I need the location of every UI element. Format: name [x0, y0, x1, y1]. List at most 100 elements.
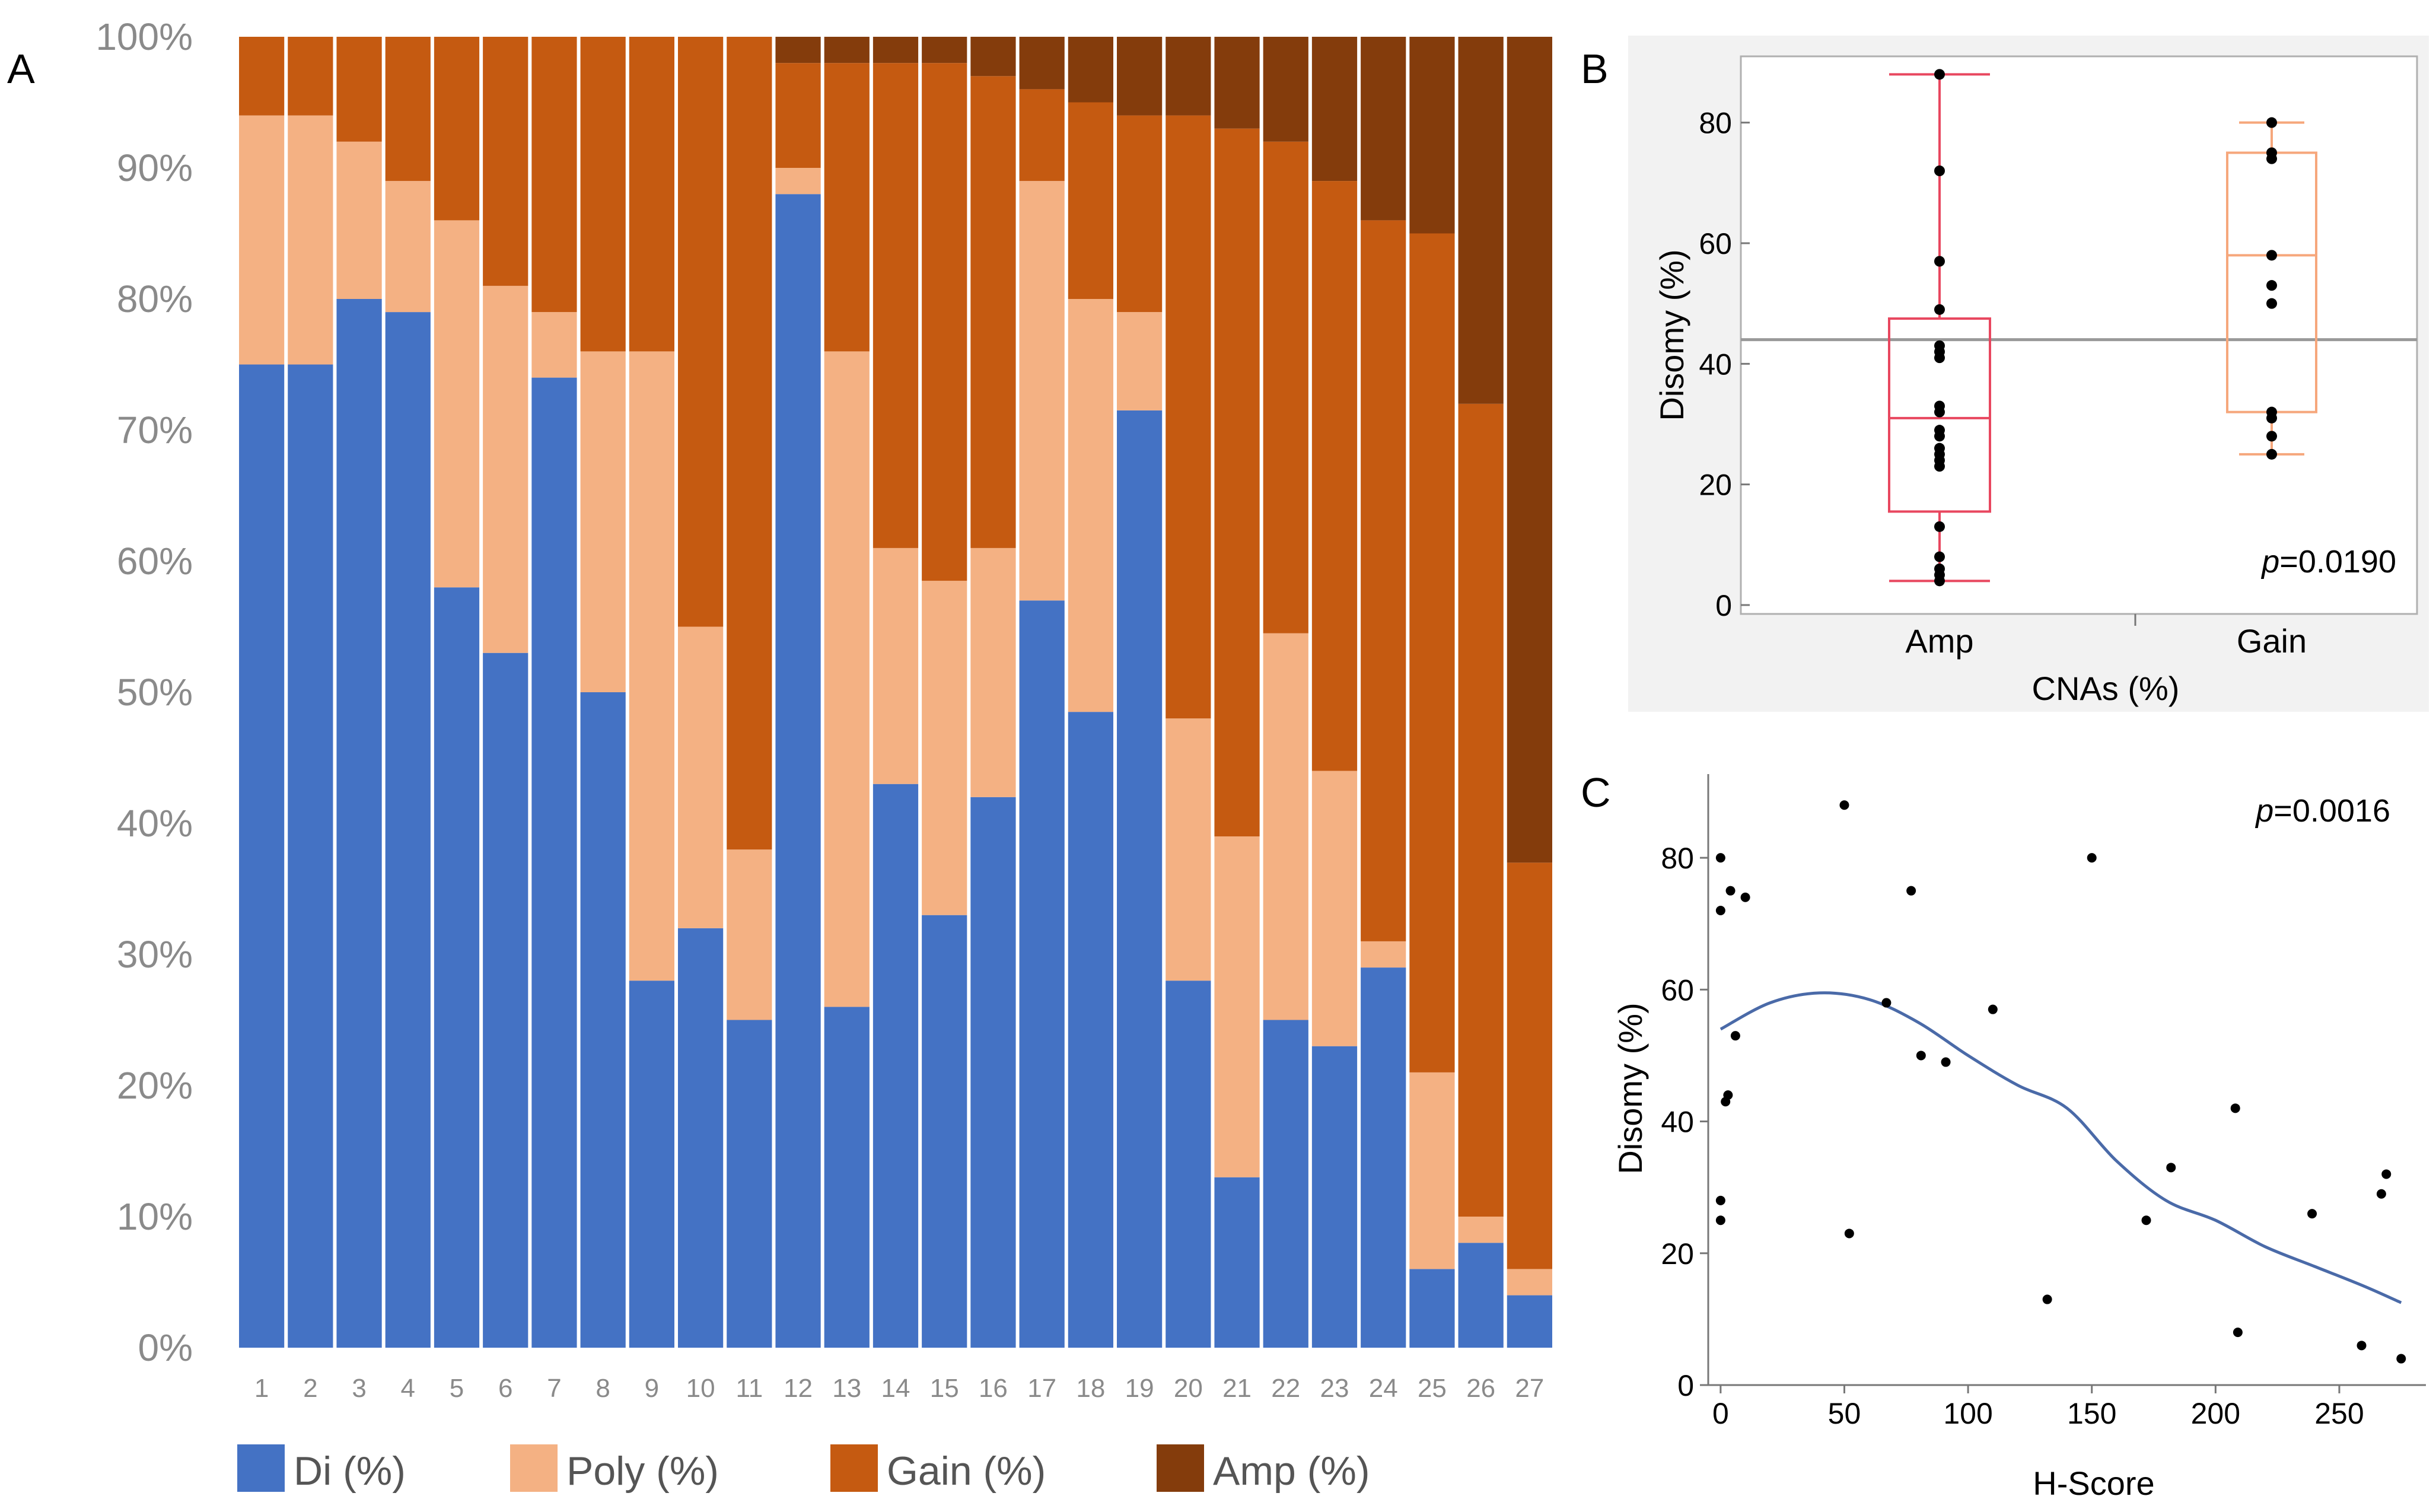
panel-c-x-tick-label: 50: [1828, 1397, 1861, 1430]
panel-c-x-tick-label: 100: [1943, 1397, 1992, 1430]
panel-c-point: [2230, 1103, 2240, 1113]
panel-c-point: [2381, 1169, 2392, 1179]
panel-b-y-tick-label: 20: [1699, 469, 1732, 502]
bar-amp-15: [922, 37, 967, 63]
panel-c-y-tick-label: 40: [1661, 1106, 1694, 1139]
bar-di-3: [336, 299, 382, 1348]
bar-poly-22: [1263, 633, 1308, 1020]
bar-di-18: [1068, 712, 1113, 1348]
bar-poly-24: [1361, 941, 1406, 968]
bar-di-21: [1214, 1177, 1260, 1348]
panel-a-x-tick-label: 19: [1125, 1374, 1154, 1403]
panel-c-point: [2396, 1354, 2406, 1364]
panel-c-x-ticks: 0 50 100 150 200 250: [1712, 1385, 2364, 1430]
legend-label-amp: Amp (%): [1213, 1449, 1370, 1494]
bar-amp-19: [1117, 37, 1163, 116]
bar-gain-23: [1311, 181, 1358, 771]
panel-c-y-tick-label: 0: [1677, 1369, 1694, 1402]
panel-c-point: [2087, 853, 2097, 863]
bar-gain-2: [288, 37, 333, 116]
panel-c-point: [1715, 853, 1725, 863]
box-gain-point: [2266, 250, 2277, 261]
panel-c-y-tick-label: 80: [1661, 842, 1694, 875]
panel-c-p-number: =0.0016: [2273, 793, 2390, 829]
panel-b-p-value: p=0.0190: [2260, 544, 2396, 580]
panel-a-y-tick-label: 50%: [117, 671, 193, 714]
panel-a-x-tick-label: 11: [735, 1374, 763, 1403]
panel-a-x-tick-label: 5: [450, 1374, 464, 1403]
panel-c-point: [2376, 1189, 2386, 1199]
bar-di-6: [483, 652, 528, 1348]
bar-poly-5: [434, 220, 480, 588]
box-gain-point: [2266, 298, 2277, 309]
panel-c-x-tick-label: 150: [2067, 1397, 2116, 1430]
legend-label-di: Di (%): [294, 1449, 406, 1494]
panel-a-x-tick-label: 20: [1174, 1374, 1203, 1403]
bar-gain-7: [531, 37, 577, 313]
box-amp-point: [1934, 304, 1945, 315]
box-amp-point: [1934, 340, 1945, 351]
panel-a-x-tick-label: 26: [1466, 1374, 1495, 1403]
bar-di-17: [1019, 600, 1065, 1348]
bar-poly-13: [824, 351, 870, 1007]
bar-gain-19: [1117, 115, 1163, 313]
box-amp-point: [1934, 165, 1945, 176]
panel-b-y-ticks: 0 20 40 60 80: [1699, 107, 1750, 622]
panel-c-x-tick-label: 0: [1712, 1397, 1729, 1430]
panel-c-point: [2233, 1328, 2243, 1338]
panel-a-x-tick-label: 6: [498, 1374, 512, 1403]
bar-di-8: [580, 692, 626, 1348]
panel-c-point: [2357, 1341, 2367, 1351]
panel-a-x-tick-label: 17: [1027, 1374, 1056, 1403]
panel-a-y-tick-label: 70%: [117, 409, 193, 451]
box-amp-point: [1934, 400, 1945, 412]
bar-di-15: [922, 915, 967, 1348]
panel-c-point: [1730, 1031, 1740, 1041]
bar-poly-14: [872, 547, 919, 784]
panel-a-y-tick-label: 0%: [138, 1326, 193, 1369]
panel-a-x-tick-label: 13: [832, 1374, 861, 1403]
bar-di-13: [824, 1007, 870, 1348]
panel-a-x-tick-label: 2: [303, 1374, 317, 1403]
bar-poly-17: [1019, 181, 1065, 601]
panel-a-x-tick-label: 12: [784, 1374, 813, 1403]
panel-c-point: [1839, 800, 1849, 810]
panel-c-y-ticks: 0 20 40 60 80: [1661, 842, 1708, 1402]
panel-c-scatter-plot: C 0 20 40 60 80 0 50 100 150 200 250 H-Score Diso…: [1581, 769, 2426, 1502]
bar-di-7: [531, 377, 577, 1348]
panel-a-x-tick-label: 9: [645, 1374, 659, 1403]
panel-a-label: A: [7, 46, 35, 92]
bar-poly-7: [531, 312, 577, 378]
bar-gain-20: [1166, 115, 1211, 719]
panel-c-point: [1715, 1195, 1725, 1205]
panel-c-point: [2141, 1215, 2151, 1225]
bar-di-24: [1361, 967, 1406, 1348]
panel-c-smooth-curve-group: [1719, 991, 2402, 1304]
box-gain-point: [2266, 280, 2277, 291]
panel-a-y-tick-label: 80%: [117, 278, 193, 320]
bar-poly-4: [385, 181, 431, 313]
panel-a-x-tick-label: 22: [1271, 1374, 1300, 1403]
bar-gain-4: [385, 37, 431, 182]
bar-gain-26: [1458, 403, 1504, 1217]
bar-gain-27: [1507, 862, 1552, 1269]
panel-c-point: [2307, 1209, 2317, 1219]
bar-di-9: [629, 981, 674, 1348]
panel-c-point: [1844, 1228, 1854, 1239]
panel-c-p-symbol: p: [2255, 793, 2273, 829]
panel-a-x-tick-label: 25: [1418, 1374, 1447, 1403]
bar-di-5: [434, 587, 480, 1348]
panel-b-y-tick-label: 0: [1715, 589, 1732, 622]
panel-a-x-tick-label: 10: [686, 1374, 715, 1403]
bar-poly-3: [336, 141, 382, 300]
bar-gain-13: [824, 63, 870, 352]
panel-b-y-tick-label: 80: [1699, 107, 1732, 140]
panel-b-p-number: =0.0190: [2279, 544, 2396, 580]
panel-a-x-tick-label: 7: [547, 1374, 561, 1403]
bar-poly-21: [1214, 836, 1260, 1177]
bar-gain-22: [1263, 141, 1308, 634]
bar-di-22: [1263, 1020, 1308, 1348]
legend-label-poly: Poly (%): [566, 1449, 719, 1494]
box-gain-point: [2266, 147, 2277, 158]
bar-poly-1: [239, 115, 285, 365]
